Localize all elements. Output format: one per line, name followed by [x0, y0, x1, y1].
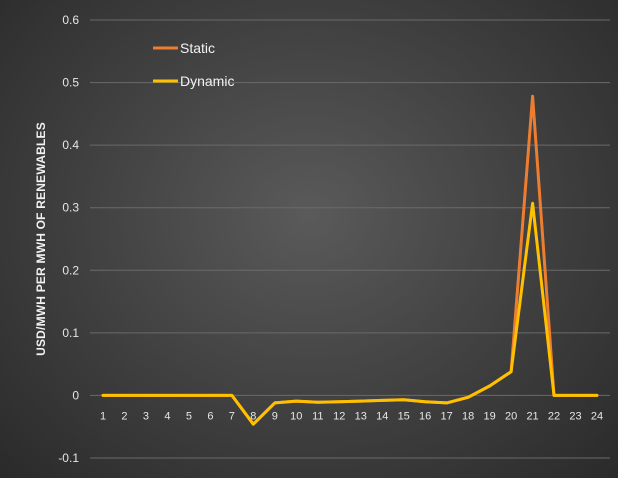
x-tick-label: 9 [272, 410, 278, 422]
x-tick-label: 21 [526, 410, 538, 422]
x-tick-label: 12 [333, 410, 345, 422]
x-tick-label: 13 [355, 410, 367, 422]
legend-label: Static [180, 40, 215, 56]
x-tick-label: 15 [398, 410, 410, 422]
x-tick-label: 3 [143, 410, 149, 422]
x-tick-label: 5 [186, 410, 192, 422]
gridlines [90, 19, 610, 459]
x-tick-label: 14 [376, 410, 388, 422]
x-tick-label: 4 [164, 410, 170, 422]
y-axis-label: USD/MWH PER MWH OF RENEWABLES [34, 122, 48, 356]
legend-label: Dynamic [180, 73, 234, 89]
series-line-dynamic [101, 201, 599, 426]
y-tick-label: 0.1 [62, 326, 79, 340]
x-tick-label: 23 [569, 410, 581, 422]
x-tick-label: 22 [548, 410, 560, 422]
y-tick-label: 0.5 [62, 76, 79, 90]
y-tick-label: 0.6 [62, 13, 79, 27]
x-tick-label: 20 [505, 410, 517, 422]
y-tick-label: 0.4 [62, 138, 79, 152]
x-tick-label: 11 [312, 410, 323, 422]
y-tick-label: 0 [72, 388, 79, 402]
y-tick-label: 0.3 [62, 201, 79, 215]
x-tick-label: 16 [419, 410, 431, 422]
x-tick-label: 17 [441, 410, 453, 422]
x-tick-label: 6 [207, 410, 213, 422]
x-tick-label: 8 [250, 410, 256, 422]
x-tick-label: 2 [121, 410, 127, 422]
x-axis-ticks: 1 2 3 4 5 6 7 8 9 10 11 12 13 14 15 16 17 18 19 20 21 22 23 24 [100, 410, 603, 422]
x-tick-label: 18 [462, 410, 474, 422]
x-tick-label: 19 [483, 410, 495, 422]
y-tick-label: 0.2 [62, 263, 79, 277]
y-axis-ticks: 0.6 0.5 0.4 0.3 0.2 0.1 0 -0.1 [58, 13, 79, 465]
series-lines [101, 94, 599, 426]
x-tick-label: 24 [591, 410, 603, 422]
x-tick-label: 7 [229, 410, 235, 422]
y-tick-label: -0.1 [58, 451, 79, 465]
x-tick-label: 10 [290, 410, 302, 422]
x-tick-label: 1 [100, 410, 106, 422]
legend: Static Dynamic [153, 40, 234, 89]
